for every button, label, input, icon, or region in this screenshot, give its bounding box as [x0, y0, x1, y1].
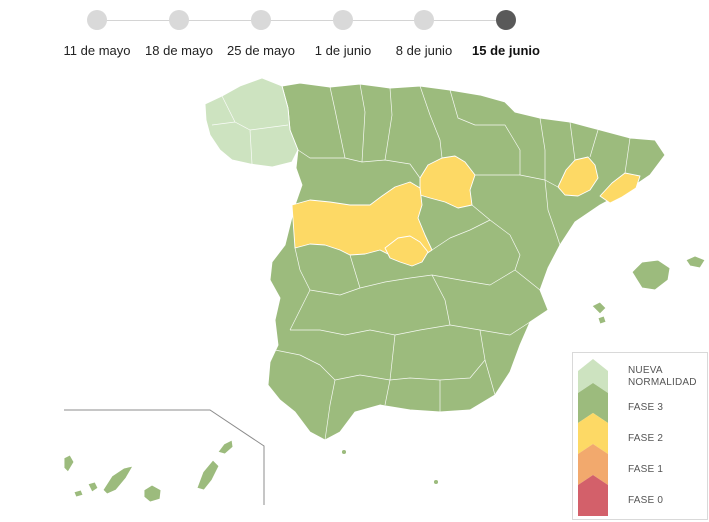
canary-islands-frame [64, 409, 265, 505]
timeline-step-1-junio[interactable]: 1 de junio [298, 0, 388, 58]
region-galicia[interactable] [204, 77, 299, 168]
region-tenerife[interactable] [102, 465, 134, 495]
timeline-step-label: 8 de junio [395, 43, 453, 58]
region-formentera[interactable] [597, 315, 607, 325]
province-borders [211, 83, 631, 441]
timeline-step-label: 25 de mayo [227, 43, 295, 58]
timeline-step-label: 1 de junio [314, 43, 372, 58]
region-barcelona[interactable] [599, 172, 641, 204]
legend-swatches [578, 359, 608, 516]
timeline-step-8-junio[interactable]: 8 de junio [379, 0, 469, 58]
timeline-dot[interactable] [414, 10, 434, 30]
legend-label-fase-0: FASE 0 [628, 495, 663, 507]
timeline-dot[interactable] [87, 10, 107, 30]
legend-swatch-nueva-normalidad [578, 359, 608, 393]
timeline-dot[interactable] [251, 10, 271, 30]
region-fuerteventura[interactable] [196, 459, 220, 491]
timeline-track [97, 20, 506, 21]
region-lleida[interactable] [557, 156, 599, 197]
legend-label-fase-1: FASE 1 [628, 464, 663, 476]
region-ceuta[interactable] [341, 449, 347, 455]
region-madrid[interactable] [384, 235, 429, 267]
timeline-step-11-mayo[interactable]: 11 de mayo [52, 0, 142, 58]
timeline-dot[interactable] [169, 10, 189, 30]
legend-label-fase-3: FASE 3 [628, 402, 663, 414]
legend-swatch-fase-3 [578, 383, 608, 423]
legend-label-line: FASE 1 [628, 464, 664, 475]
timeline-step-label: 18 de mayo [145, 43, 213, 58]
region-el-hierro[interactable] [73, 489, 84, 498]
legend-label-line: NORMALIDAD [628, 377, 697, 388]
region-melilla[interactable] [433, 479, 439, 485]
legend-label-line: FASE 3 [628, 402, 664, 413]
timeline-step-18-mayo[interactable]: 18 de mayo [134, 0, 224, 58]
region-menorca[interactable] [685, 255, 706, 269]
timeline-dot-active[interactable] [496, 10, 516, 30]
legend-swatch-fase-2 [578, 413, 608, 454]
region-mallorca[interactable] [631, 259, 671, 291]
date-timeline: 11 de mayo 18 de mayo 25 de mayo 1 de ju… [0, 0, 709, 70]
spain-phase-map [63, 77, 706, 505]
legend-swatch-fase-1 [578, 444, 608, 485]
legend-label-line: FASE 0 [628, 495, 664, 506]
timeline-step-15-junio[interactable]: 15 de junio [461, 0, 551, 58]
legend-swatch-fase-0 [578, 475, 608, 516]
timeline-step-25-mayo[interactable]: 25 de mayo [216, 0, 306, 58]
region-ibiza[interactable] [591, 301, 607, 315]
legend-label-fase-2: FASE 2 [628, 433, 663, 445]
legend-label-nueva-normalidad: NUEVA NORMALIDAD [628, 365, 697, 389]
region-gran-canaria[interactable] [143, 484, 162, 503]
region-lanzarote[interactable] [217, 439, 234, 455]
region-la-palma[interactable] [63, 454, 75, 473]
region-la-gomera[interactable] [87, 481, 99, 493]
legend-label-line: FASE 2 [628, 433, 664, 444]
timeline-step-label: 11 de mayo [63, 43, 131, 58]
legend-label-line: NUEVA [628, 365, 663, 376]
timeline-dot[interactable] [333, 10, 353, 30]
timeline-step-label: 15 de junio [472, 43, 540, 58]
phase-legend: NUEVA NORMALIDAD FASE 3 FASE 2 FASE 1 FA… [572, 352, 708, 520]
